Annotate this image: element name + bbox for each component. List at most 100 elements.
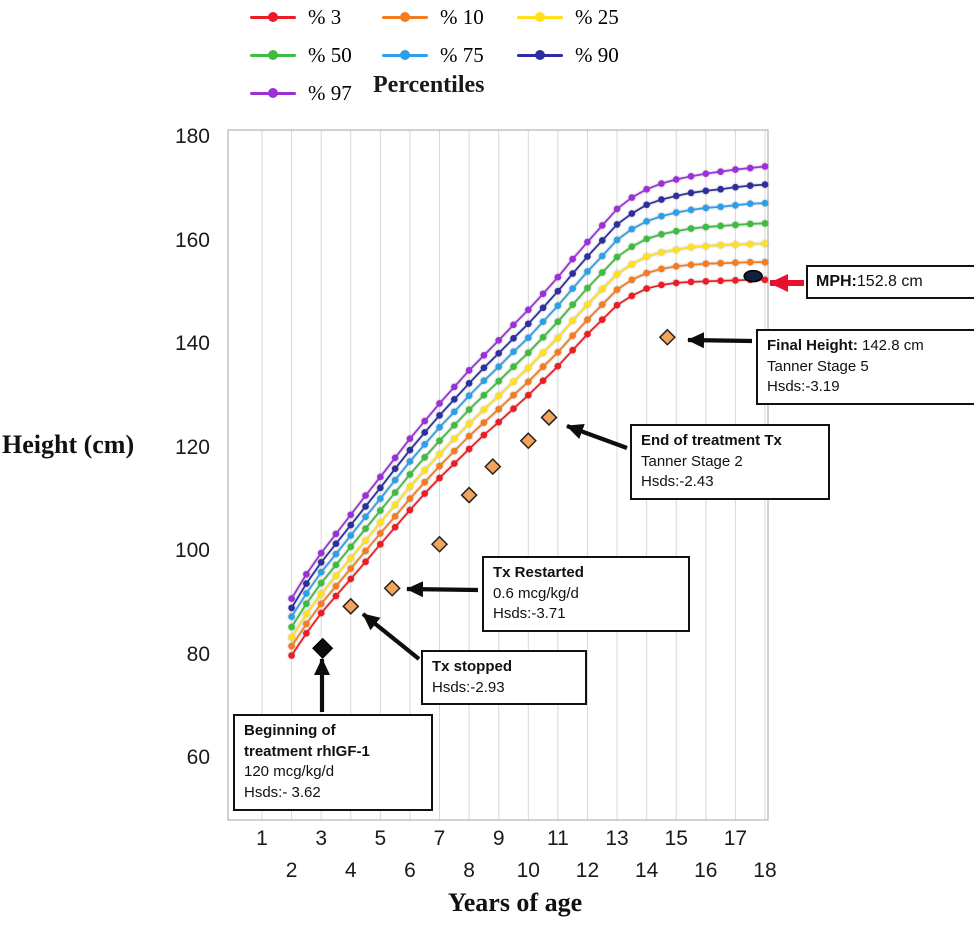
series-point-p97 bbox=[288, 595, 295, 602]
series-point-p3 bbox=[643, 285, 650, 292]
x-tick-label: 18 bbox=[753, 859, 777, 882]
series-point-p90 bbox=[628, 210, 636, 217]
series-point-p25 bbox=[672, 246, 680, 254]
legend-label: % 50 bbox=[308, 42, 352, 67]
series-point-p97 bbox=[495, 337, 503, 344]
series-point-p97 bbox=[746, 164, 754, 172]
series-point-p50 bbox=[613, 253, 621, 261]
series-point-p25 bbox=[451, 435, 458, 442]
series-point-p10 bbox=[687, 261, 695, 269]
series-point-p3 bbox=[317, 609, 325, 617]
series-point-p10 bbox=[510, 391, 517, 399]
patient-point bbox=[519, 432, 537, 450]
series-point-p50 bbox=[421, 453, 429, 461]
series-point-p50 bbox=[643, 235, 650, 243]
series-point-p50 bbox=[717, 222, 724, 230]
patient-point bbox=[383, 579, 401, 597]
x-tick-label: 3 bbox=[315, 827, 328, 850]
annotation-line: 120 mcg/kg/d bbox=[244, 763, 335, 781]
series-point-p10 bbox=[451, 447, 458, 455]
series-point-p3 bbox=[347, 575, 355, 583]
series-point-p75 bbox=[451, 408, 458, 416]
series-point-p10 bbox=[465, 432, 473, 440]
series-point-p75 bbox=[539, 318, 547, 326]
series-point-p10 bbox=[303, 620, 310, 628]
series-point-p3 bbox=[362, 558, 369, 566]
y-axis-title: Height (cm) bbox=[2, 430, 135, 459]
series-point-p90 bbox=[332, 540, 340, 548]
legend-label: % 3 bbox=[308, 4, 342, 29]
series-point-p90 bbox=[658, 196, 665, 203]
series-point-p90 bbox=[317, 559, 325, 566]
series-point-p75 bbox=[347, 532, 355, 539]
series-point-p25 bbox=[317, 590, 325, 598]
y-tick-label: 180 bbox=[174, 125, 210, 148]
patient-point bbox=[484, 458, 502, 476]
legend-dot-icon bbox=[268, 12, 278, 22]
series-point-p97 bbox=[687, 172, 695, 180]
annotation-box-end: End of treatment Tx Tanner Stage 2 Hsds:-2… bbox=[630, 424, 830, 501]
series-point-p90 bbox=[391, 465, 399, 472]
series-point-p3 bbox=[391, 523, 399, 531]
x-axis-title: Years of age bbox=[447, 888, 583, 917]
series-point-p25 bbox=[436, 450, 443, 458]
series-point-p90 bbox=[539, 304, 547, 312]
series-point-p97 bbox=[303, 570, 310, 578]
series-point-p50 bbox=[288, 623, 295, 631]
x-tick-label: 6 bbox=[404, 859, 416, 882]
series-point-p50 bbox=[628, 243, 636, 250]
series-point-p10 bbox=[421, 478, 429, 486]
series-point-p97 bbox=[658, 180, 665, 187]
series-point-p75 bbox=[687, 206, 695, 214]
series-point-p75 bbox=[303, 590, 310, 597]
series-point-p75 bbox=[524, 334, 532, 342]
series-point-p50 bbox=[732, 221, 739, 229]
series-point-p50 bbox=[746, 220, 754, 228]
series-point-p97 bbox=[436, 400, 443, 407]
series-point-p75 bbox=[702, 204, 710, 212]
series-point-p90 bbox=[569, 270, 576, 277]
series-point-p3 bbox=[495, 418, 503, 426]
series-point-p25 bbox=[717, 241, 724, 249]
series-point-p97 bbox=[480, 352, 488, 359]
series-point-p50 bbox=[539, 333, 547, 341]
x-tick-label: 12 bbox=[575, 859, 600, 882]
series-point-p90 bbox=[672, 192, 680, 200]
legend-label: % 10 bbox=[440, 4, 484, 29]
series-point-p97 bbox=[613, 205, 621, 213]
annotation-line: Tx stopped bbox=[432, 658, 513, 675]
series-point-p25 bbox=[643, 253, 650, 260]
series-point-p10 bbox=[377, 530, 384, 537]
series-point-p50 bbox=[495, 377, 503, 385]
series-point-p3 bbox=[480, 431, 488, 439]
series-point-p10 bbox=[761, 258, 769, 266]
patient-point bbox=[460, 486, 478, 504]
series-point-p50 bbox=[569, 301, 576, 308]
legend-swatch bbox=[250, 88, 296, 98]
series-point-p50 bbox=[317, 579, 325, 587]
series-point-p97 bbox=[451, 383, 458, 391]
annotation-arrow-restart bbox=[406, 581, 479, 598]
series-point-p90 bbox=[347, 521, 355, 529]
legend-dot-icon bbox=[400, 12, 410, 22]
series-point-p97 bbox=[717, 168, 724, 175]
series-point-p50 bbox=[702, 223, 710, 231]
series-point-p25 bbox=[687, 243, 695, 251]
series-point-p3 bbox=[628, 292, 636, 300]
x-tick-label: 1 bbox=[256, 827, 268, 850]
series-point-p50 bbox=[436, 437, 443, 445]
series-point-p75 bbox=[584, 268, 591, 275]
series-point-p10 bbox=[288, 642, 295, 650]
patient-point bbox=[658, 328, 676, 346]
series-point-p90 bbox=[510, 334, 517, 342]
series-point-p90 bbox=[480, 364, 488, 372]
series-point-p10 bbox=[672, 263, 680, 270]
series-point-p90 bbox=[717, 185, 724, 193]
legend-dot-icon bbox=[535, 50, 545, 60]
y-tick-label: 60 bbox=[186, 746, 210, 769]
legend-item-p50: % 50 bbox=[250, 40, 352, 70]
series-point-p10 bbox=[332, 582, 340, 590]
series-point-p75 bbox=[510, 348, 517, 356]
x-tick-label: 8 bbox=[463, 859, 475, 882]
